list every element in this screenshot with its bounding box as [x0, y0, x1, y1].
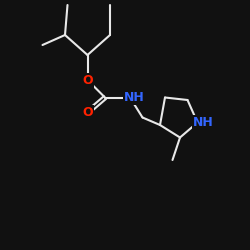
Text: O: O — [82, 74, 93, 86]
Text: O: O — [82, 106, 93, 119]
Text: NH: NH — [193, 116, 214, 129]
Text: NH: NH — [124, 91, 145, 104]
